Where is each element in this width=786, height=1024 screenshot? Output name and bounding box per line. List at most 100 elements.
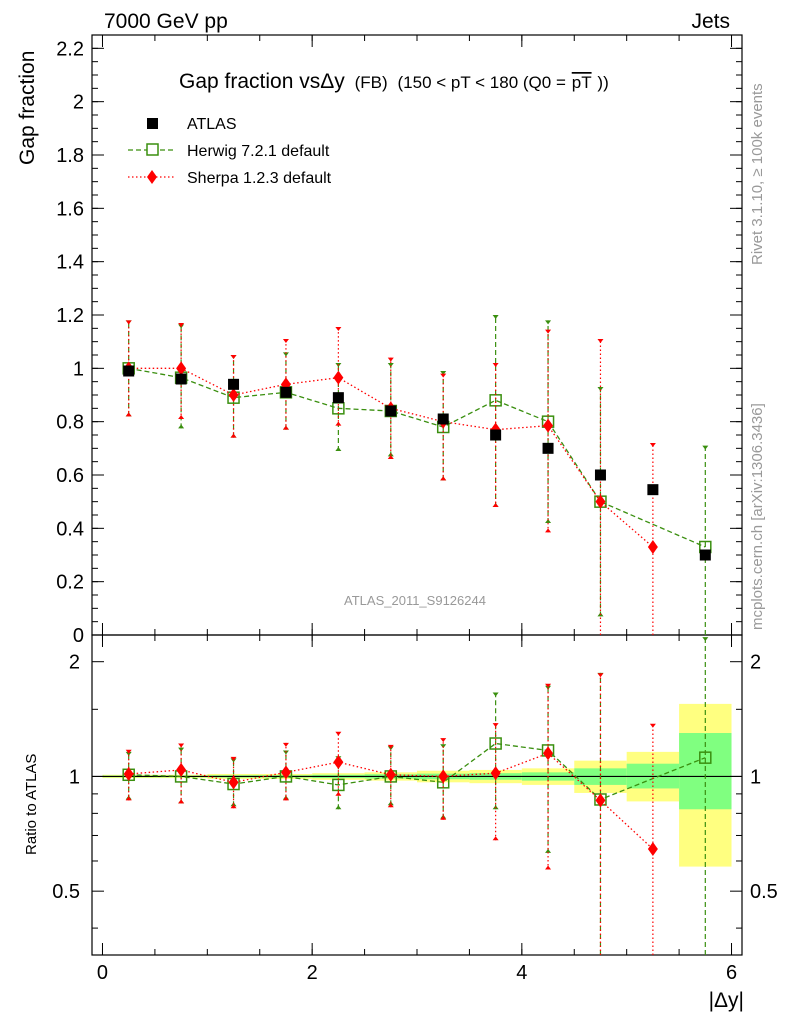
sherpa-point xyxy=(543,418,554,433)
ratio-sherpa-point xyxy=(647,842,658,857)
ratio-y-tick-label-right: 0.5 xyxy=(750,881,778,903)
ratio-sherpa-error-cap xyxy=(230,804,237,809)
ratio-sherpa-error-cap xyxy=(178,799,185,804)
legend: ATLAS Herwig 7.2.1 default Sherpa 1.2.3 … xyxy=(128,116,332,187)
ratio-sherpa-point xyxy=(123,766,134,781)
ratio-sherpa-error-cap xyxy=(178,743,185,748)
ratio-sherpa-error-cap xyxy=(125,749,132,754)
main-y-tick-label: 0.2 xyxy=(56,572,84,594)
ratio-sherpa-line xyxy=(128,752,654,850)
mcplots-reference-label: mcplots.cern.ch [arXiv:1306.3436] xyxy=(749,403,766,630)
main-y-tick-label: 1 xyxy=(73,358,84,380)
main-y-tick-label: 0.8 xyxy=(56,412,84,434)
ratio-herwig-error-cap xyxy=(702,637,709,642)
main-y-tick-label: 1.4 xyxy=(56,252,84,274)
ratio-sherpa-point xyxy=(595,793,606,808)
ratio-panel: 0 2 4 6 0.5 0.5 1 1 2 2 xyxy=(52,35,778,984)
sherpa-point xyxy=(176,361,187,376)
main-y-tick-label: 2 xyxy=(73,92,84,114)
ratio-herwig-point xyxy=(489,737,502,750)
ratio-sherpa-error-cap xyxy=(545,683,552,688)
ratio-sherpa-error-cap xyxy=(230,756,237,761)
analysis-id-label: ATLAS_2011_S9126244 xyxy=(344,593,486,608)
ratio-sherpa-error-cap xyxy=(545,865,552,870)
ratio-sherpa-point xyxy=(280,765,291,780)
sherpa-error-cap xyxy=(282,425,289,430)
main-y-tick-label: 0.4 xyxy=(56,518,84,540)
ratio-sherpa-point xyxy=(543,746,554,761)
main-y-tick-label: 0 xyxy=(73,625,84,647)
atlas-point xyxy=(542,442,554,454)
ratio-sherpa-point xyxy=(385,767,396,782)
sherpa-error-cap xyxy=(178,323,185,327)
chart-title: Gap fraction vsΔy (FB) (150 < pT < 180 (… xyxy=(179,70,609,93)
x-tick-label: 6 xyxy=(726,962,737,984)
main-panel-frame xyxy=(91,34,743,636)
sherpa-error-cap xyxy=(178,415,185,419)
ratio-sherpa-error-cap xyxy=(597,673,604,678)
header-energy-label: 7000 GeV pp xyxy=(104,10,228,33)
atlas-point xyxy=(699,549,711,561)
ratio-y-tick-label: 1 xyxy=(69,766,80,788)
ratio-sherpa-point xyxy=(490,766,501,781)
ratio-sherpa-error-cap xyxy=(649,723,656,728)
ratio-herwig-point xyxy=(699,751,712,764)
atlas-point xyxy=(385,405,397,417)
ratio-herwig-error-cap xyxy=(492,692,499,697)
herwig-line xyxy=(128,367,706,548)
ratio-herwig-error-cap xyxy=(335,805,342,810)
chart-title-fb: (FB) xyxy=(355,73,388,92)
sherpa-error-cap xyxy=(230,433,237,438)
main-y-axis-title: Gap fraction xyxy=(16,51,39,165)
legend-atlas-label: ATLAS xyxy=(187,116,237,133)
ratio-y-axis-title: Ratio to ATLAS xyxy=(23,754,40,855)
main-y-tick-label: 2.2 xyxy=(56,38,84,60)
chart-title-main: Gap fraction vsΔy xyxy=(179,70,345,93)
sherpa-point xyxy=(595,494,606,509)
ratio-sherpa-error-cap xyxy=(440,738,447,743)
ratio-herwig-error-cap xyxy=(125,751,132,756)
ratio-sherpa-point xyxy=(333,755,344,770)
ratio-sherpa-error-cap xyxy=(282,742,289,747)
herwig-error-cap xyxy=(597,387,604,391)
sherpa-error-cap xyxy=(492,363,499,367)
atlas-point xyxy=(228,378,240,390)
main-y-tick-label: 0.6 xyxy=(56,465,84,487)
ratio-sherpa-error-cap xyxy=(440,815,447,820)
sherpa-error-cap xyxy=(335,327,342,331)
main-y-tick-label: 1.8 xyxy=(56,145,84,167)
x-tick-label: 2 xyxy=(307,962,318,984)
herwig-error-cap xyxy=(282,352,289,357)
sherpa-error-cap xyxy=(230,355,237,359)
legend-herwig-label: Herwig 7.2.1 default xyxy=(187,143,330,160)
atlas-point xyxy=(123,365,135,377)
legend-herwig-marker xyxy=(146,143,159,156)
ratio-y-tick-label-right: 1 xyxy=(750,766,761,788)
herwig-error-cap xyxy=(440,371,447,375)
legend-sherpa-marker xyxy=(147,170,157,184)
header-jets-label: Jets xyxy=(691,10,730,33)
chart-title-close: )) xyxy=(597,73,608,92)
sherpa-error-cap xyxy=(125,320,132,325)
sherpa-error-cap xyxy=(649,443,656,447)
ratio-sherpa-error-cap xyxy=(387,803,394,808)
atlas-point xyxy=(332,392,344,404)
herwig-error-cap xyxy=(492,315,499,319)
sherpa-error-cap xyxy=(440,476,447,481)
sherpa-error-cap xyxy=(492,503,499,507)
herwig-error-cap xyxy=(335,447,342,451)
ratio-sherpa-error-cap xyxy=(335,791,342,796)
chart-title-range: (150 < pT < 180 (Q0 = xyxy=(398,73,566,92)
ratio-y-tick-label-right: 2 xyxy=(750,652,761,674)
main-y-tick-label: 1.6 xyxy=(56,198,84,220)
ratio-y-tick-label: 2 xyxy=(69,652,80,674)
sherpa-error-cap xyxy=(125,412,132,417)
x-axis-title: |Δy| xyxy=(709,989,744,1012)
atlas-point xyxy=(437,413,449,425)
legend-atlas-marker xyxy=(147,118,158,129)
herwig-error-cap xyxy=(545,320,552,325)
atlas-point xyxy=(175,373,187,385)
sherpa-error-cap xyxy=(545,329,552,334)
ratio-sherpa-error-cap xyxy=(335,731,342,736)
